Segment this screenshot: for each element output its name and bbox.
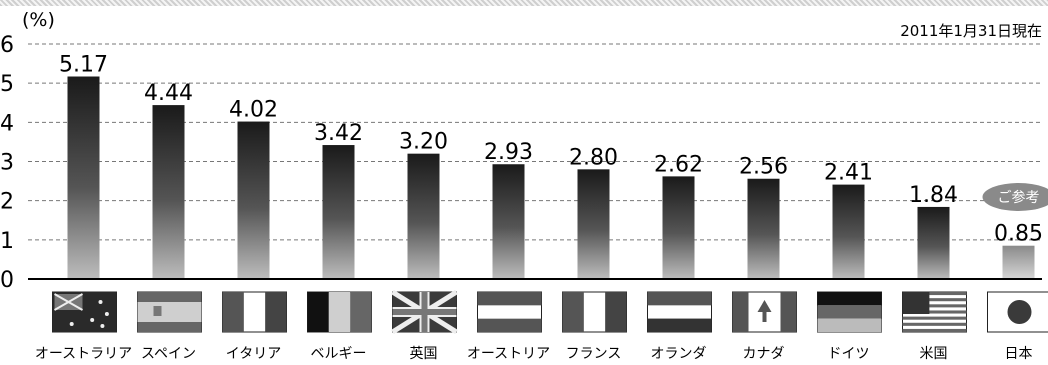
netherlands-flag — [647, 291, 712, 333]
value-label: 4.02 — [229, 98, 278, 123]
y-unit-label: (%) — [22, 9, 55, 31]
value-label: 2.41 — [824, 161, 873, 186]
value-label: 1.84 — [909, 183, 958, 208]
country-label: オランダ — [651, 346, 707, 362]
y-tick-label: 0 — [0, 268, 14, 293]
country-label: オーストラリア — [35, 346, 132, 362]
bar — [67, 76, 100, 279]
y-tick-label: 5 — [0, 72, 14, 97]
value-label: 2.56 — [739, 155, 788, 180]
italy-flag — [222, 291, 287, 333]
country-label: 米国 — [920, 346, 948, 362]
reference-badge-text: ご参考 — [998, 189, 1040, 206]
top-pattern-band — [0, 0, 1048, 6]
japan-flag — [987, 291, 1048, 333]
spain-flag — [137, 291, 202, 333]
bar — [407, 153, 440, 279]
country-label: スペイン — [141, 346, 196, 362]
y-tick-label: 4 — [0, 111, 14, 136]
value-label: 3.42 — [314, 121, 363, 146]
country-label: イタリア — [226, 346, 281, 362]
value-label: 2.62 — [654, 152, 703, 177]
date-note: 2011年1月31日現在 — [900, 22, 1042, 40]
bar — [237, 121, 270, 279]
france-flag — [562, 291, 627, 333]
value-label: 3.20 — [399, 130, 448, 155]
bar — [1002, 245, 1035, 279]
bar — [492, 164, 525, 279]
bar — [322, 145, 355, 279]
uk-flag — [391, 289, 458, 335]
bar — [152, 105, 185, 279]
y-tick-label: 2 — [0, 190, 14, 215]
country-label: オーストリア — [467, 346, 550, 362]
y-tick-label: 6 — [0, 33, 14, 58]
y-tick-label: 1 — [0, 229, 14, 254]
usa-flag — [902, 291, 967, 333]
reference-badge: ご参考 — [982, 183, 1048, 211]
country-label: 英国 — [410, 345, 438, 362]
country-label: ドイツ — [828, 346, 870, 362]
belgium-flag — [307, 291, 372, 333]
country-label: カナダ — [743, 346, 785, 362]
bar — [662, 176, 695, 279]
bar — [747, 178, 780, 279]
bar — [917, 206, 950, 279]
country-label: 日本 — [1005, 346, 1033, 362]
country-label: フランス — [566, 346, 622, 362]
germany-flag — [817, 291, 882, 333]
value-label: 2.93 — [484, 140, 533, 165]
y-tick-label: 3 — [0, 151, 14, 176]
value-label: 4.44 — [144, 81, 193, 106]
canada-flag — [732, 291, 797, 333]
value-label: 5.17 — [59, 53, 108, 78]
value-label: 2.80 — [569, 145, 618, 170]
australia-flag — [52, 291, 117, 333]
bar — [577, 169, 610, 279]
austria-flag — [477, 291, 542, 333]
bar — [832, 184, 865, 279]
value-label: 0.85 — [994, 222, 1043, 247]
country-label: ベルギー — [311, 346, 367, 362]
